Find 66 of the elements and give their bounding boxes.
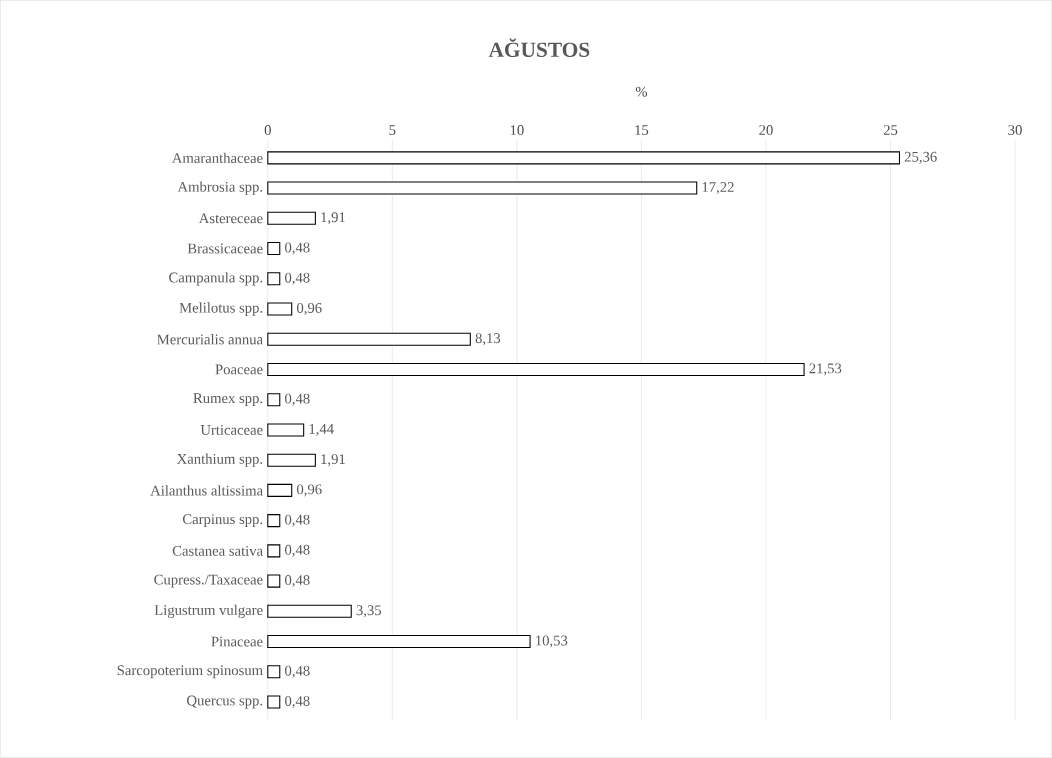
x-tick-label: 15	[635, 125, 649, 136]
x-tick-label: 5	[389, 125, 396, 136]
bar	[267, 453, 316, 467]
x-tick-label: 25	[883, 125, 898, 136]
y-tick-label: Mercurialis annua	[157, 334, 263, 345]
chart-title: AĞUSTOS	[488, 38, 590, 58]
bar	[267, 423, 305, 437]
data-label: 0,48	[285, 514, 310, 527]
y-tick-label: Rumex spp.	[193, 393, 263, 407]
data-label: 0,96	[297, 484, 322, 497]
bar	[267, 635, 531, 649]
y-tick-label: Pinaceae	[211, 636, 263, 647]
bar	[267, 514, 281, 528]
y-tick-label: Xanthium spp.	[176, 453, 263, 467]
bar	[267, 574, 281, 588]
x-tick-label: 0	[264, 125, 271, 136]
data-label: 0,48	[285, 575, 310, 588]
data-label: 1,44	[309, 424, 334, 437]
bar	[267, 695, 281, 709]
data-label: 0,48	[285, 665, 310, 678]
data-label: 0,48	[285, 696, 310, 709]
data-label: 0,48	[285, 393, 310, 406]
x-axis-title: %	[635, 86, 648, 97]
y-tick-label: Amaranthaceae	[171, 152, 263, 164]
y-tick-label: Quercus spp.	[187, 695, 263, 709]
y-tick-label: Carpinus spp.	[182, 514, 263, 528]
bar	[267, 272, 281, 286]
bar	[267, 151, 901, 165]
data-label: 1,91	[321, 454, 345, 467]
x-tick-label: 10	[510, 125, 524, 136]
bar	[267, 483, 293, 498]
y-tick-label: Ligustrum vulgare	[154, 604, 263, 619]
bar	[267, 332, 471, 346]
bar	[267, 665, 281, 679]
data-label: 3,35	[356, 605, 382, 618]
y-tick-label: Ambrosia spp.	[177, 181, 263, 195]
y-tick-label: Poaceae	[215, 364, 263, 375]
data-label: 0,48	[285, 242, 310, 255]
data-label: 17,22	[702, 182, 734, 195]
bar	[267, 363, 805, 377]
y-tick-label: Astereceae	[198, 213, 263, 224]
bar	[267, 211, 316, 225]
bar	[267, 242, 281, 256]
x-tick-label: 30	[1008, 125, 1022, 136]
data-label: 0,48	[285, 544, 310, 557]
y-tick-label: Sarcopoterium spinosum	[117, 665, 263, 679]
y-tick-label: Urticaceae	[200, 425, 263, 435]
data-label: 1,91	[321, 212, 345, 225]
data-label: 21,53	[809, 363, 842, 376]
x-tick-label: 20	[759, 125, 773, 136]
data-label: 0,48	[285, 272, 310, 285]
data-label: 10,53	[536, 635, 568, 648]
bar	[267, 181, 698, 195]
bar	[267, 302, 293, 316]
bar	[267, 604, 352, 618]
y-tick-label: Brassicaceae	[187, 243, 263, 254]
y-tick-label: Campanula spp.	[169, 272, 263, 286]
y-tick-label: Ailanthus altissima	[150, 485, 263, 496]
data-label: 8,13	[475, 333, 501, 346]
bar	[267, 544, 281, 558]
y-tick-label: Castanea sativa	[172, 546, 263, 556]
y-tick-label: Melilotus spp.	[179, 302, 263, 316]
y-tick-label: Cupress./Taxaceae	[154, 574, 263, 588]
data-label: 25,36	[904, 151, 937, 164]
bar	[267, 393, 281, 407]
data-label: 0,96	[297, 303, 322, 316]
